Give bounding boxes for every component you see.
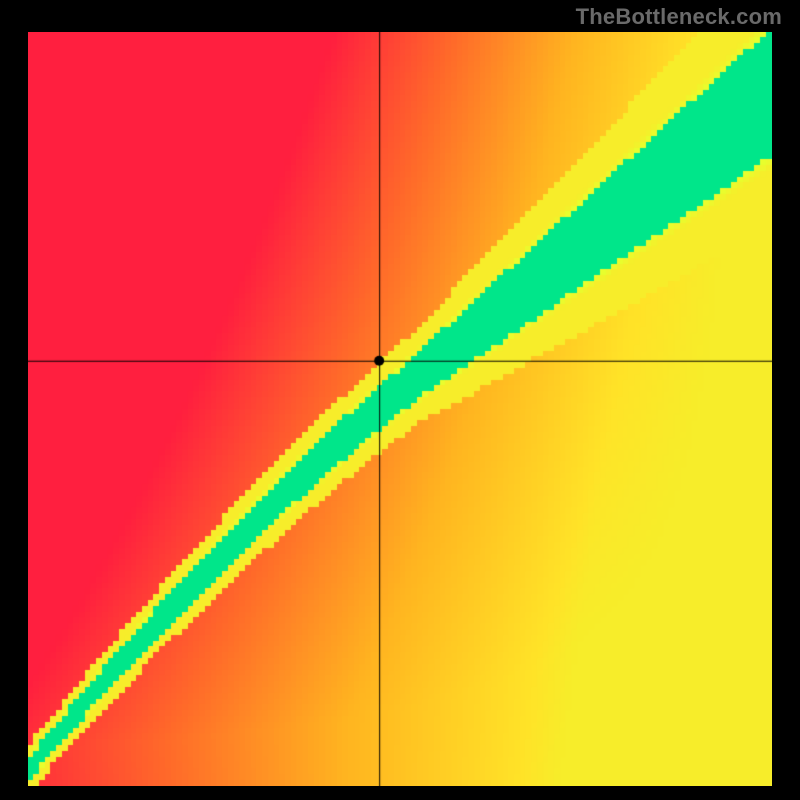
watermark-label: TheBottleneck.com bbox=[576, 4, 782, 30]
chart-container: TheBottleneck.com bbox=[0, 0, 800, 800]
bottleneck-heatmap bbox=[28, 32, 772, 786]
